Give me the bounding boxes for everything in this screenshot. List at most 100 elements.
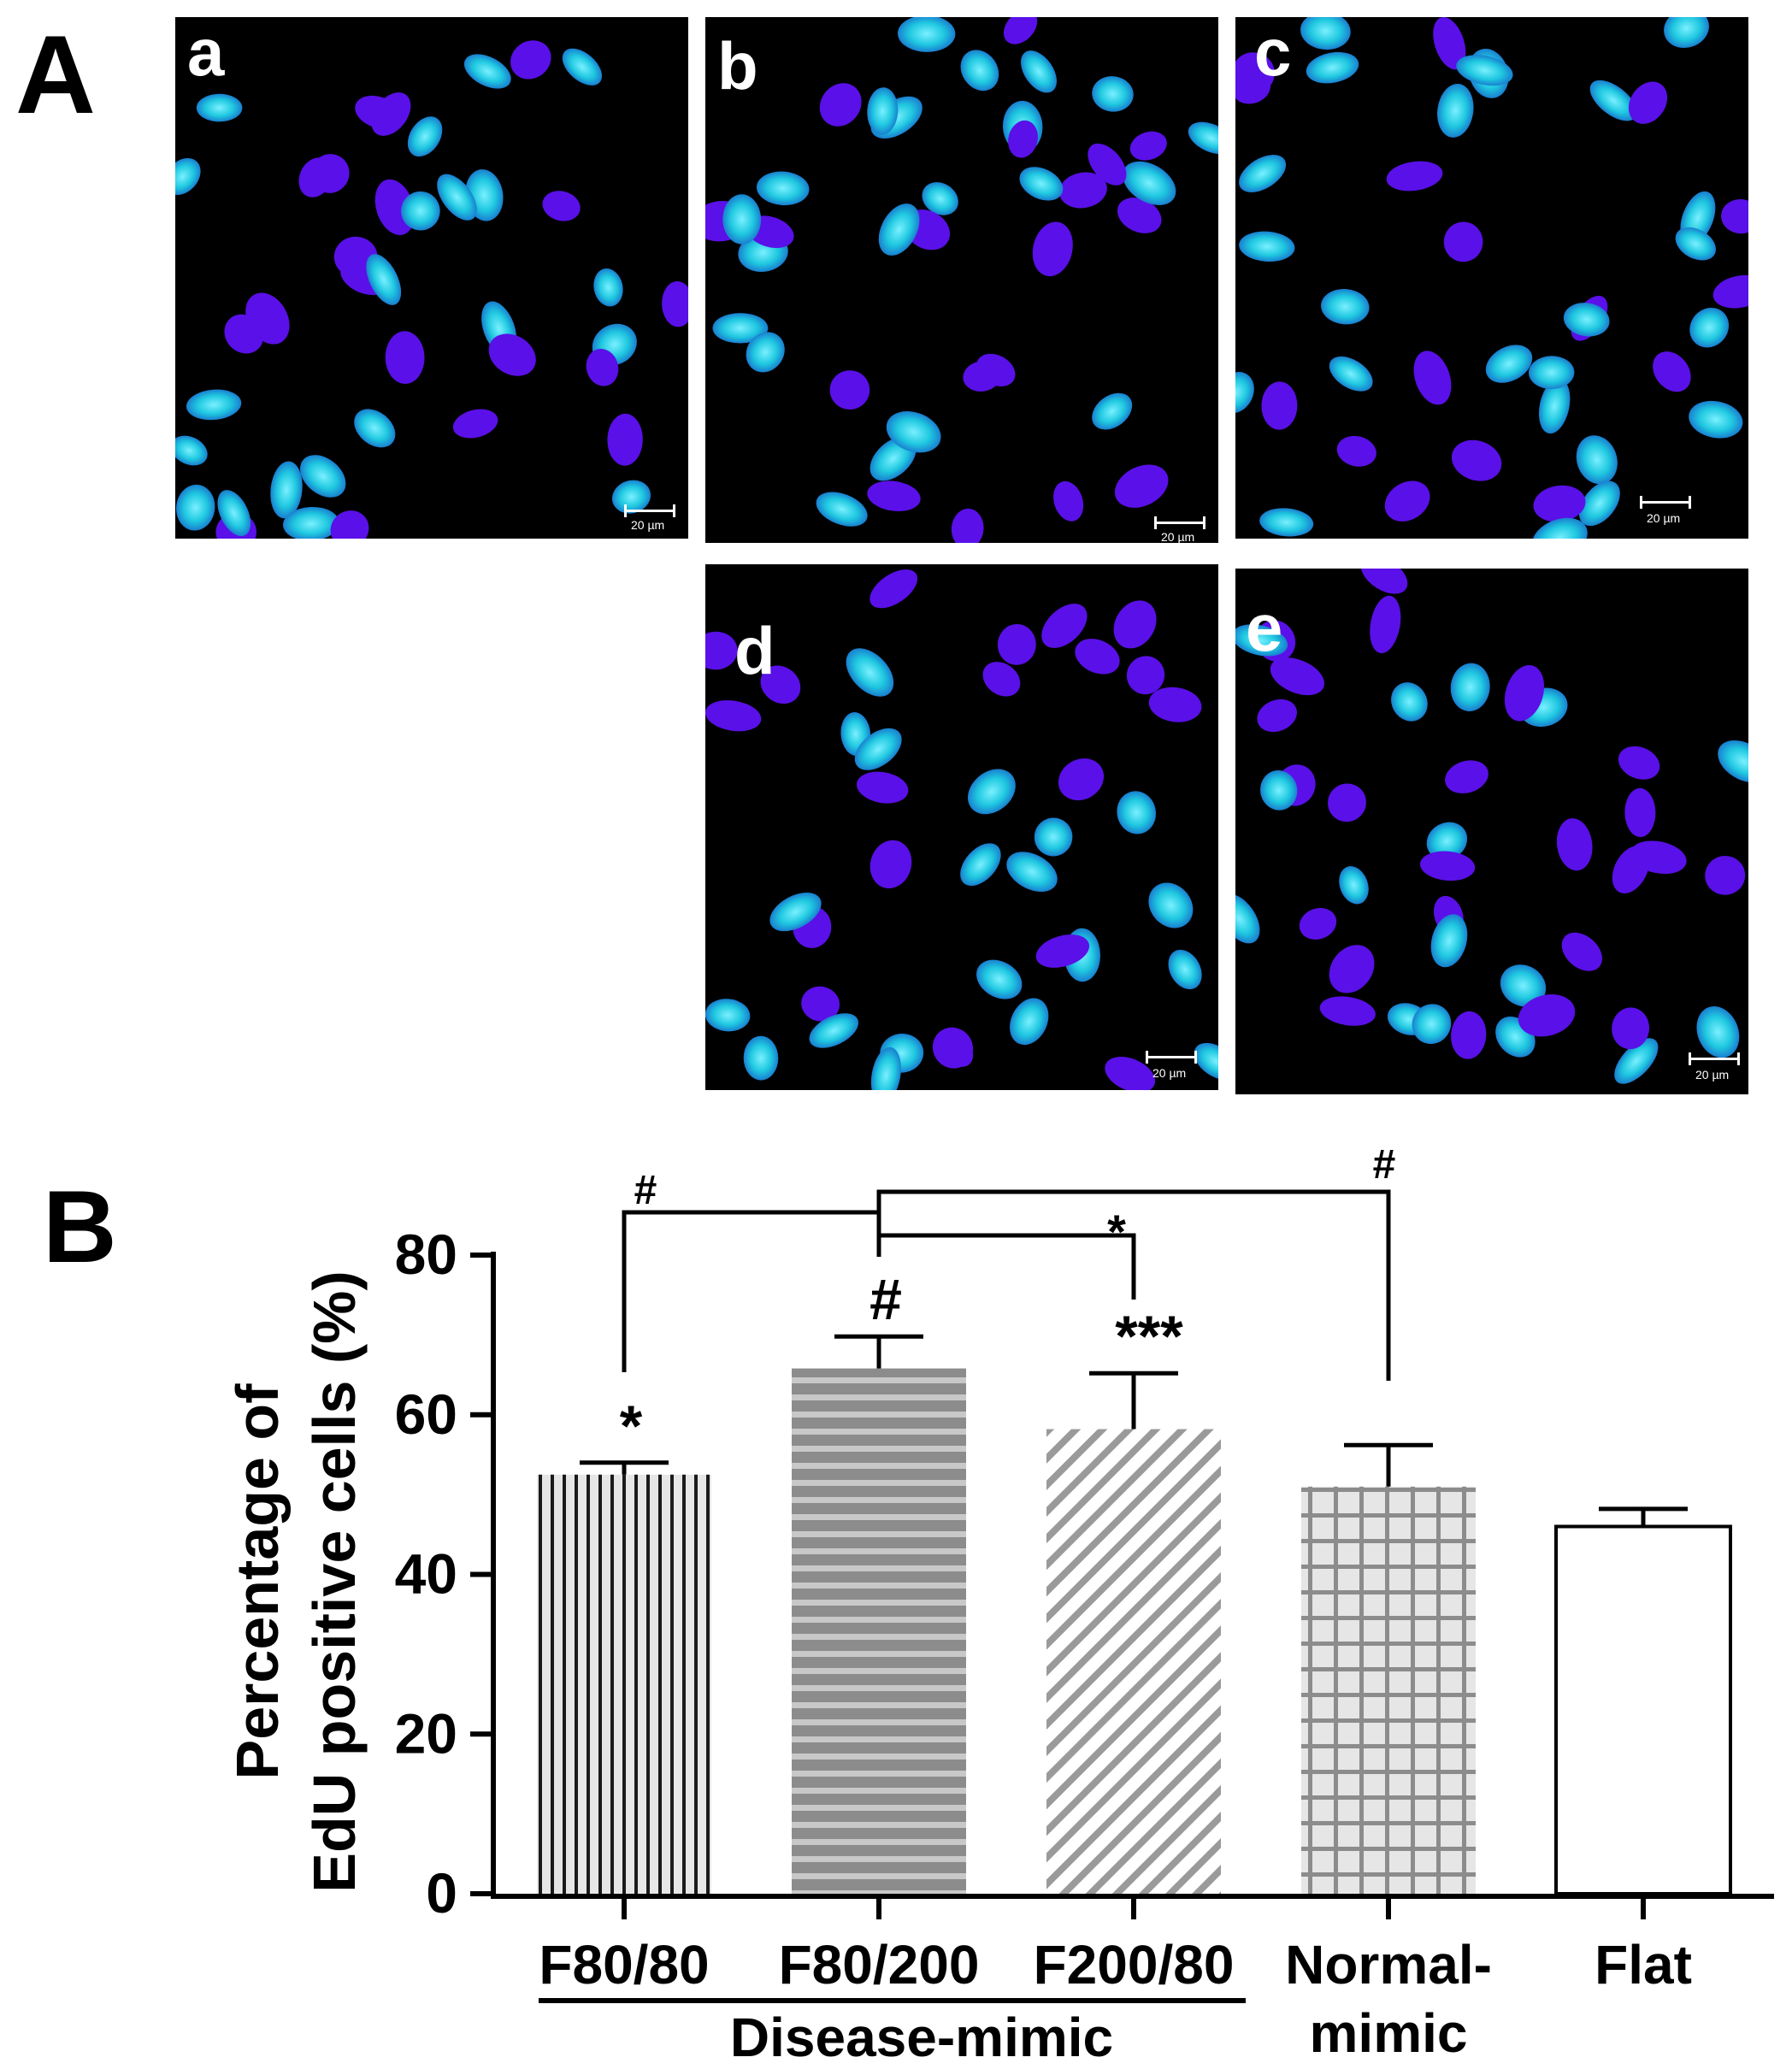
edu-positive-nucleus: [1092, 392, 1133, 430]
scale-bar-label-e: 20 µm: [1695, 1068, 1730, 1082]
edu-positive-nucleus: [1412, 1004, 1452, 1045]
scale-bar-label-a: 20 µm: [631, 518, 665, 532]
dapi-nucleus: [1328, 783, 1366, 822]
edu-positive-nucleus: [1450, 663, 1490, 711]
bar-f80-200: [792, 1368, 966, 1894]
edu-positive-nucleus: [1239, 231, 1295, 262]
x-tick-label: F200/80: [1034, 1934, 1235, 1995]
edu-positive-nucleus: [967, 769, 1016, 815]
y-tick-label: 80: [395, 1223, 457, 1286]
y-axis-title: Percentage of: [224, 1383, 291, 1780]
dapi-nucleus: [1384, 480, 1430, 522]
dapi-nucleus: [1041, 604, 1088, 648]
dapi-nucleus: [1445, 760, 1488, 794]
edu-positive-nucleus: [407, 116, 443, 157]
edu-positive-nucleus: [1259, 508, 1314, 537]
dapi-nucleus: [1386, 161, 1443, 192]
edu-positive-nucleus: [354, 409, 396, 448]
scale-bar-label-c: 20 µm: [1647, 511, 1681, 525]
edu-positive-nucleus: [1614, 1038, 1659, 1084]
scale-bar-label-d: 20 µm: [1152, 1066, 1187, 1080]
edu-positive-nucleus: [960, 50, 999, 91]
edu-positive-nucleus: [1339, 866, 1369, 905]
dapi-nucleus: [1075, 639, 1120, 675]
group-label: Disease-mimic: [730, 2007, 1113, 2068]
edu-positive-nucleus: [1485, 345, 1533, 383]
dapi-nucleus: [1419, 851, 1476, 881]
edu-positive-nucleus: [743, 1035, 779, 1081]
dapi-nucleus: [1443, 221, 1483, 262]
edu-positive-nucleus: [1010, 998, 1049, 1046]
edu-positive-nucleus: [809, 1013, 859, 1048]
edu-positive-nucleus: [1529, 356, 1575, 390]
dapi-nucleus: [1451, 1011, 1487, 1059]
edu-positive-nucleus: [1391, 682, 1428, 722]
dapi-nucleus: [1653, 351, 1691, 392]
edu-positive-nucleus: [1092, 76, 1134, 112]
edu-positive-nucleus: [1235, 624, 1288, 657]
dapi-nucleus: [760, 665, 801, 704]
dapi-nucleus: [801, 986, 840, 1022]
dapi-nucleus: [385, 331, 425, 384]
edu-positive-nucleus: [1531, 517, 1588, 539]
edu-positive-nucleus: [437, 174, 477, 221]
edu-positive-nucleus: [886, 410, 941, 453]
y-tick-label: 0: [426, 1861, 457, 1925]
dapi-nucleus: [1058, 758, 1105, 801]
bar-significance-label: *: [620, 1394, 643, 1459]
x-tick-label: Normal-: [1285, 1934, 1492, 1995]
panel-a-label: A: [15, 12, 96, 137]
dapi-nucleus: [705, 631, 738, 670]
scale-bar-label-b: 20 µm: [1161, 530, 1195, 543]
dapi-nucleus: [662, 281, 688, 327]
scale-bar-b: [1154, 516, 1205, 529]
edu-positive-nucleus: [712, 313, 769, 344]
dapi-nucleus: [330, 510, 369, 539]
edu-positive-nucleus: [1578, 480, 1620, 527]
dapi-nucleus: [857, 771, 909, 804]
edu-positive-nucleus: [722, 194, 762, 245]
edu-positive-nucleus: [1329, 356, 1373, 392]
dapi-nucleus: [1360, 569, 1408, 594]
edu-positive-nucleus: [1006, 852, 1058, 893]
dapi-nucleus: [951, 508, 984, 543]
dapi-nucleus: [1433, 17, 1466, 70]
edu-positive-nucleus: [1430, 914, 1468, 968]
dapi-nucleus: [1336, 435, 1376, 467]
edu-positive-nucleus: [562, 48, 603, 85]
scale-bar-a: [624, 504, 675, 517]
dapi-nucleus: [1257, 699, 1297, 733]
edu-positive-nucleus: [1321, 289, 1370, 325]
dapi-nucleus: [1533, 485, 1586, 522]
edu-positive-nucleus: [854, 728, 902, 770]
dapi-nucleus: [488, 333, 536, 376]
x-tick-label: F80/200: [779, 1934, 980, 1995]
scale-bar-d: [1146, 1051, 1197, 1064]
edu-positive-nucleus: [1664, 17, 1709, 49]
dapi-nucleus: [1556, 818, 1593, 871]
edu-positive-nucleus: [870, 1046, 901, 1090]
dapi-nucleus: [869, 569, 918, 609]
dapi-nucleus: [1624, 787, 1656, 838]
dapi-nucleus: [1035, 934, 1090, 968]
dapi-nucleus: [1117, 197, 1162, 233]
dapi-nucleus: [1628, 81, 1668, 124]
edu-positive-nucleus: [1239, 155, 1287, 192]
comparison-label: #: [634, 1168, 657, 1213]
dapi-nucleus: [1235, 73, 1270, 104]
edu-positive-nucleus: [846, 648, 894, 697]
edu-positive-nucleus: [463, 54, 511, 89]
edu-positive-nucleus: [1538, 378, 1571, 434]
edu-positive-nucleus: [593, 268, 623, 307]
dapi-nucleus: [1261, 381, 1298, 430]
edu-positive-nucleus: [898, 17, 956, 52]
dapi-nucleus: [1105, 1057, 1156, 1090]
scale-bar-e: [1689, 1052, 1740, 1065]
edu-positive-nucleus: [196, 93, 243, 122]
bar-f200-80: [1046, 1429, 1221, 1894]
edu-positive-nucleus: [1689, 307, 1730, 348]
dapi-nucleus: [586, 349, 619, 386]
x-tick-label-line2: mimic: [1310, 2002, 1468, 2064]
comparison-bracket: [879, 1233, 1136, 1300]
